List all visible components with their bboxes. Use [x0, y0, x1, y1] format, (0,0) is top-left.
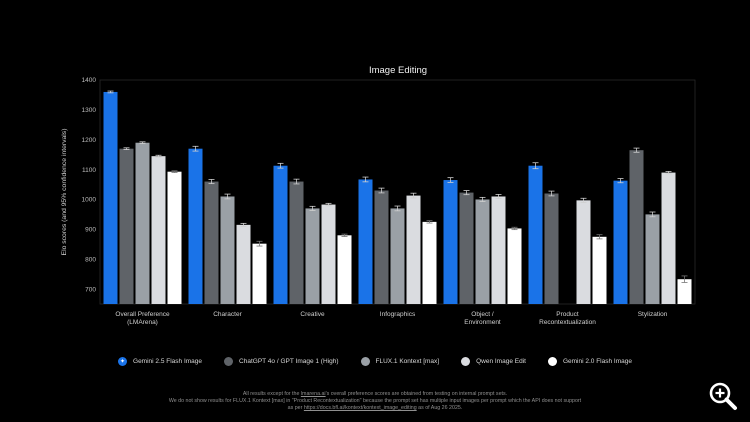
bar [103, 91, 118, 305]
legend: ✦ Gemini 2.5 Flash Image ChatGPT 4o / GPT … [0, 357, 750, 366]
y-tick-label: 700 [85, 286, 96, 293]
legend-swatch [224, 357, 234, 366]
bar [321, 204, 336, 304]
y-tick-label: 1000 [82, 197, 97, 204]
bar [422, 221, 437, 304]
bar [151, 156, 166, 304]
y-tick-label: 1200 [82, 137, 97, 144]
docs-link[interactable]: https://docs.bfl.ai/kontext/kontext_imag… [303, 405, 417, 411]
legend-label: Gemini 2.0 Flash Image [562, 358, 632, 365]
footnote-line-2: We do not show results for FLUX.1 Kontex… [168, 398, 582, 404]
bar [613, 180, 628, 304]
legend-label: FLUX.1 Kontext [max] [375, 358, 440, 365]
bar [406, 195, 421, 304]
chart-title: Image Editing [369, 65, 427, 76]
legend-item: FLUX.1 Kontext [max] [360, 357, 440, 366]
x-tick-label: Product Recontextualization [539, 311, 596, 326]
y-axis-label: Elo scores (and 95% confidence intervals… [61, 129, 68, 256]
bar [576, 200, 591, 304]
footnote-line-3: as per https://docs.bfl.ai/kontext/konte… [287, 405, 463, 411]
bar [358, 179, 373, 304]
legend-item: ✦ Gemini 2.5 Flash Image [118, 357, 202, 366]
legend-label: Gemini 2.5 Flash Image [133, 358, 203, 365]
lmarena-link[interactable]: lmarena.ai [300, 391, 326, 397]
bar [677, 279, 692, 304]
bar [289, 181, 304, 304]
x-tick-label: Creative [300, 311, 325, 318]
bar [528, 165, 543, 304]
x-tick-label: Infographics [380, 311, 416, 318]
bar [443, 180, 458, 304]
legend-item: Qwen Image Edit [461, 357, 526, 366]
legend-label: ChatGPT 4o / GPT Image 1 (High) [239, 358, 339, 365]
y-tick-label: 1400 [82, 77, 97, 84]
legend-item: Gemini 2.0 Flash Image [547, 357, 632, 366]
bar [305, 208, 320, 304]
bar [629, 150, 644, 304]
y-tick-label: 800 [85, 256, 96, 263]
bar [337, 235, 352, 304]
footnote-line-1: All results except for the lmarena.ai's … [242, 391, 508, 397]
bar [119, 148, 134, 304]
bar [544, 193, 559, 304]
legend-swatch [461, 357, 471, 366]
bar [236, 224, 251, 304]
bar [592, 236, 607, 304]
bar [273, 165, 288, 304]
bar [204, 181, 219, 304]
legend-item: ChatGPT 4o / GPT Image 1 (High) [224, 357, 339, 366]
bar [491, 196, 506, 304]
bar [188, 148, 203, 304]
legend-swatch: ✦ [118, 357, 128, 366]
bar [645, 214, 660, 304]
zoom-in-button[interactable] [706, 379, 740, 413]
x-tick-label: Object / Environment [464, 311, 501, 326]
bar [459, 192, 474, 304]
x-tick-label: Character [213, 311, 242, 318]
bar [135, 142, 150, 304]
bar [220, 196, 235, 304]
legend-swatch [360, 357, 370, 366]
sparkle-icon: ✦ [120, 358, 126, 365]
bar [507, 228, 522, 304]
zoom-in-icon [709, 382, 737, 410]
bar [167, 171, 182, 304]
legend-swatch [547, 357, 557, 366]
x-tick-label: Stylization [638, 311, 668, 318]
bar [661, 172, 676, 304]
x-tick-label: Overall Preference (LMArena) [115, 311, 170, 326]
bar [390, 208, 405, 304]
y-tick-label: 1100 [82, 167, 96, 174]
bar [374, 190, 389, 304]
bar [252, 243, 267, 304]
legend-label: Qwen Image Edit [476, 358, 526, 365]
bar [475, 199, 490, 304]
y-tick-label: 900 [85, 227, 96, 234]
y-tick-label: 1300 [82, 107, 97, 114]
footnote: All results except for the lmarena.ai's … [0, 391, 750, 412]
